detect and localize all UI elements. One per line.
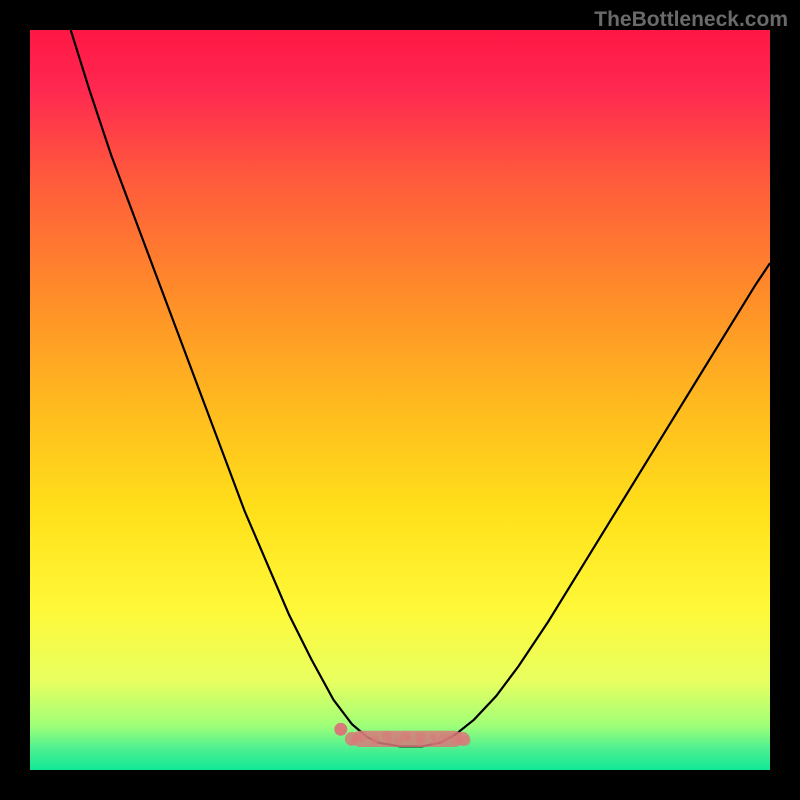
highlight-marker-dot — [334, 723, 347, 736]
plot-background — [30, 30, 770, 770]
chart-svg — [0, 0, 800, 800]
bottleneck-chart: TheBottleneck.com — [0, 0, 800, 800]
watermark-text: TheBottleneck.com — [594, 8, 788, 32]
optimal-range-highlight — [345, 731, 471, 747]
